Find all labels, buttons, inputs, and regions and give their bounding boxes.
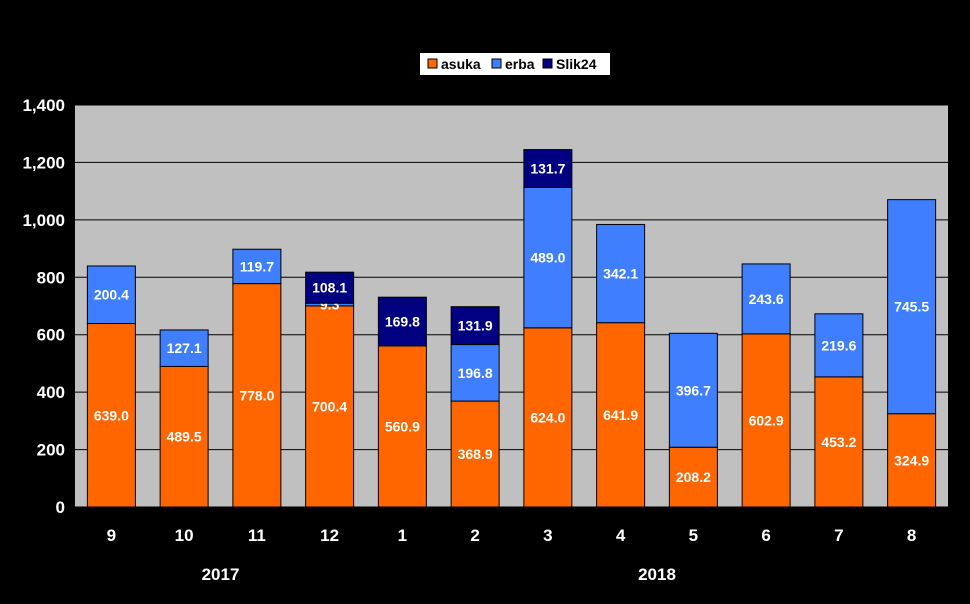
- data-label-asuka: 641.9: [603, 407, 638, 423]
- data-label-asuka: 624.0: [530, 409, 565, 425]
- x-tick-label: 4: [616, 526, 626, 545]
- x-tick-label: 11: [248, 526, 266, 545]
- bar-erba: [596, 223, 646, 324]
- bar-slik24: [450, 306, 500, 346]
- y-tick-label: 800: [37, 268, 65, 287]
- legend-box: [420, 53, 610, 75]
- legend-swatch-erba: [491, 58, 502, 69]
- y-tick-label: 400: [37, 383, 65, 402]
- bar-erba: [86, 265, 136, 325]
- bar-asuka: [86, 323, 136, 508]
- year-group-label: 2018: [638, 565, 676, 584]
- bar-erba: [523, 186, 573, 329]
- data-label-asuka: 324.9: [894, 452, 929, 468]
- bar-erba: [741, 263, 791, 335]
- legend-swatch-slik24: [542, 58, 553, 69]
- year-group-label: 2017: [202, 565, 240, 584]
- data-label-asuka: 778.0: [239, 387, 274, 403]
- data-label-asuka: 489.5: [167, 429, 202, 445]
- y-tick-label: 200: [37, 441, 65, 460]
- bar-erba: [668, 332, 718, 448]
- bar-slik24: [377, 296, 427, 347]
- data-label-slik24: 131.9: [458, 318, 493, 334]
- data-label-slik24: 131.7: [530, 161, 565, 177]
- data-label-erba: 489.0: [530, 250, 565, 266]
- legend-label-asuka: asuka: [441, 56, 481, 72]
- x-tick-label: 8: [907, 526, 916, 545]
- data-label-asuka: 368.9: [458, 446, 493, 462]
- bar-asuka: [741, 333, 791, 508]
- data-label-erba: 196.8: [458, 365, 493, 381]
- bar-asuka: [159, 365, 209, 508]
- data-label-slik24: 169.8: [385, 314, 420, 330]
- bar-asuka: [668, 446, 718, 508]
- data-label-asuka: 602.9: [749, 412, 784, 428]
- bar-erba: [450, 344, 500, 402]
- data-label-erba: 396.7: [676, 382, 711, 398]
- y-tick-label: 600: [37, 326, 65, 345]
- bar-erba: [887, 199, 937, 415]
- data-label-erba: 119.7: [240, 258, 274, 274]
- x-tick-label: 5: [689, 526, 698, 545]
- bar-asuka: [232, 283, 282, 508]
- legend-label-erba: erba: [505, 56, 535, 72]
- bar-slik24: [305, 271, 355, 304]
- data-label-erba: 200.4: [94, 287, 129, 303]
- data-label-erba: 243.6: [749, 291, 784, 307]
- x-tick-label: 3: [543, 526, 552, 545]
- data-label-asuka: 453.2: [821, 434, 856, 450]
- y-tick-label: 1,200: [22, 153, 65, 172]
- data-label-erba: 219.6: [821, 337, 856, 353]
- x-tick-label: 10: [175, 526, 194, 545]
- data-label-erba: 745.5: [894, 299, 929, 315]
- y-tick-label: 0: [56, 498, 65, 517]
- bar-erba: [159, 329, 209, 367]
- data-label-erba: 342.1: [603, 266, 638, 282]
- data-label-asuka: 700.4: [312, 398, 347, 414]
- bar-asuka: [377, 345, 427, 508]
- x-tick-label: 6: [761, 526, 770, 545]
- x-tick-label: 2: [470, 526, 479, 545]
- data-label-slik24: 108.1: [312, 280, 347, 296]
- data-label-erba: 127.1: [167, 340, 202, 356]
- legend-swatch-asuka: [427, 58, 438, 69]
- x-tick-label: 7: [834, 526, 843, 545]
- plot-area: [75, 105, 948, 507]
- y-tick-label: 1,000: [22, 211, 65, 230]
- bar-erba: [232, 248, 282, 285]
- bar-erba: [814, 313, 864, 378]
- data-label-asuka: 208.2: [676, 469, 711, 485]
- y-tick-label: 1,400: [22, 96, 65, 115]
- bar-asuka: [450, 400, 500, 508]
- x-tick-label: 9: [107, 526, 116, 545]
- data-label-asuka: 560.9: [385, 418, 420, 434]
- data-label-asuka: 639.0: [94, 407, 129, 423]
- x-tick-label: 1: [398, 526, 407, 545]
- bar-asuka: [887, 413, 937, 508]
- legend-label-slik24: Slik24: [556, 56, 597, 72]
- x-tick-label: 12: [320, 526, 339, 545]
- bar-slik24: [523, 149, 573, 188]
